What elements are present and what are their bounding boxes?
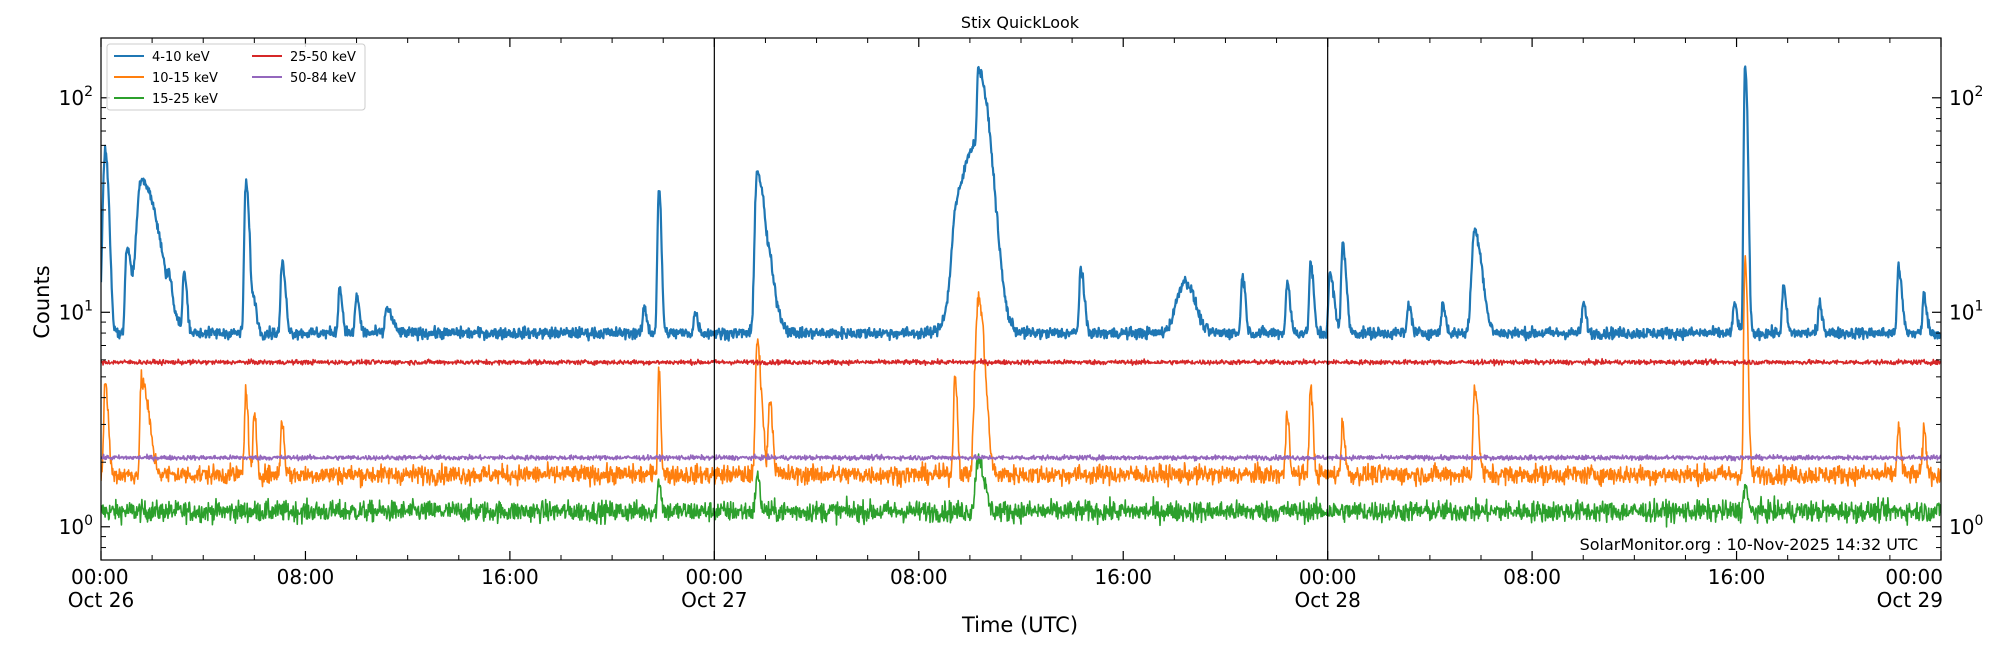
x-tick-label: 00:00	[686, 565, 744, 589]
legend-label-25-50-keV: 25-50 keV	[290, 50, 356, 65]
legend-label-10-15-keV: 10-15 keV	[152, 71, 218, 86]
y-tick-label-right: 101	[1949, 298, 1983, 324]
x-tick-label: 16:00	[1708, 565, 1766, 589]
x-axis-label: Time (UTC)	[961, 613, 1078, 637]
x-tick-date-label: Oct 28	[1294, 588, 1360, 612]
y-tick-label-left: 100	[59, 513, 93, 539]
day-boundaries	[713, 38, 1329, 560]
x-tick-date-label: Oct 29	[1877, 588, 1943, 612]
credit-text: SolarMonitor.org : 10-Nov-2025 14:32 UTC	[1580, 535, 1918, 554]
series-line-50-84-keV	[101, 453, 1941, 462]
x-tick-label: 00:00	[1299, 565, 1357, 589]
x-tick-label: 00:00	[1885, 565, 1943, 589]
series-line-15-25-keV	[101, 453, 1941, 528]
legend-label-4-10-keV: 4-10 keV	[152, 50, 210, 65]
x-tick-label: 08:00	[890, 565, 948, 589]
series-line-10-15-keV	[101, 254, 1941, 489]
legend-label-15-25-keV: 15-25 keV	[152, 92, 218, 107]
legend: 4-10 keV 10-15 keV 15-25 keV 25-50 keV 50-84…	[106, 43, 366, 111]
series-line-4-10-keV	[101, 65, 1941, 342]
x-tick-label: 00:00	[71, 565, 129, 589]
x-tick-date-label: Oct 26	[68, 588, 134, 612]
chart-title: Stix QuickLook	[961, 13, 1080, 32]
x-tick-label: 08:00	[277, 565, 335, 589]
x-tick-label: 08:00	[1503, 565, 1561, 589]
y-tick-label-right: 100	[1949, 513, 1983, 539]
y-tick-label-right: 102	[1949, 84, 1983, 110]
y-axis-label: Counts	[30, 265, 54, 338]
y-tick-label-left: 101	[59, 298, 93, 324]
x-tick-label: 16:00	[1094, 565, 1152, 589]
x-tick-date-label: Oct 27	[681, 588, 747, 612]
series-layer	[101, 65, 1941, 528]
y-tick-label-left: 102	[59, 84, 93, 110]
legend-box	[106, 43, 366, 111]
x-tick-label: 16:00	[481, 565, 539, 589]
legend-label-50-84-keV: 50-84 keV	[290, 71, 356, 86]
series-line-25-50-keV	[101, 357, 1941, 367]
